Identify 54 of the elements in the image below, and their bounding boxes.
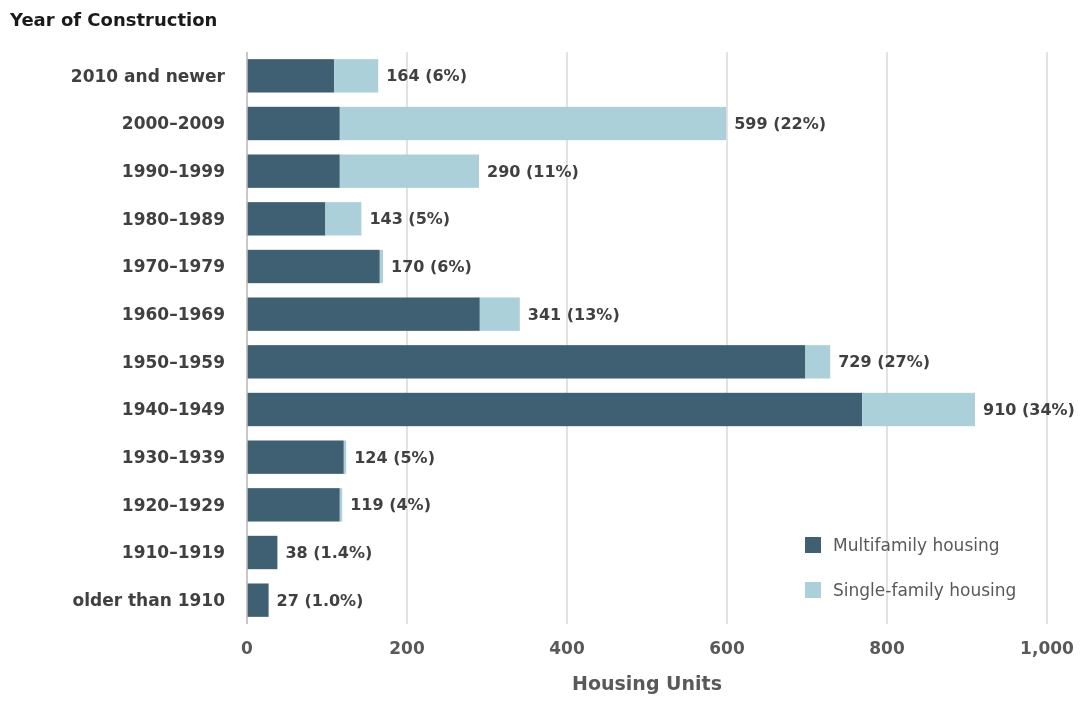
legend-label: Single-family housing (833, 579, 1017, 600)
total-label: 290 (11%) (487, 161, 579, 181)
y-tick-label: 1940–1949 (121, 399, 225, 420)
bar (339, 106, 727, 141)
bar (247, 106, 340, 141)
bar (247, 202, 326, 236)
y-tick-label: 1980–1989 (121, 208, 225, 229)
y-tick-label: 1950–1959 (121, 351, 225, 372)
total-label: 124 (5%) (354, 447, 435, 467)
bar (339, 154, 479, 188)
bar (862, 392, 975, 427)
x-tick-label: 0 (241, 638, 254, 658)
y-tick-label: 1990–1999 (121, 161, 225, 182)
y-tick-label: 1910–1919 (121, 542, 225, 563)
bar (247, 440, 344, 474)
total-label: 164 (6%) (386, 66, 467, 86)
total-label: 341 (13%) (527, 304, 620, 324)
x-tick-label: 800 (869, 638, 905, 658)
bar (247, 249, 380, 284)
legend-label: Multifamily housing (833, 534, 1000, 555)
bar (247, 488, 340, 522)
x-tick-label: 1,000 (1020, 638, 1075, 658)
bar (247, 345, 806, 379)
bar (247, 59, 335, 93)
total-label: 910 (34%) (983, 400, 1075, 420)
y-tick-label: 1930–1939 (121, 447, 225, 468)
bar (379, 249, 383, 284)
x-tick-label: 600 (709, 638, 745, 658)
y-tick-label: 1970–1979 (121, 256, 225, 277)
y-tick-label: 1920–1929 (121, 494, 225, 515)
y-axis-title: Year of Construction (9, 9, 218, 30)
bar (247, 154, 340, 188)
bar (805, 345, 831, 379)
x-tick-label: 400 (549, 638, 585, 658)
bar (479, 297, 520, 331)
x-tick-label: 200 (389, 638, 425, 658)
y-tick-label: 2000–2009 (121, 113, 225, 134)
x-axis-title: Housing Units (572, 672, 722, 694)
bar (247, 535, 278, 570)
total-label: 729 (27%) (838, 352, 931, 372)
y-tick-label: older than 1910 (72, 590, 226, 611)
y-tick-label: 1960–1969 (121, 304, 225, 325)
total-label: 170 (6%) (391, 257, 472, 277)
total-label: 599 (22%) (734, 114, 827, 134)
total-label: 119 (4%) (350, 495, 431, 515)
total-label: 38 (1.4%) (285, 543, 373, 563)
y-tick-label: 2010 and newer (70, 65, 226, 86)
total-label: 143 (5%) (369, 209, 451, 229)
bar (247, 583, 269, 617)
bar (334, 59, 379, 93)
bar (247, 297, 480, 331)
total-label: 27 (1.0%) (276, 590, 364, 610)
bar (247, 392, 863, 427)
bar (325, 202, 362, 236)
